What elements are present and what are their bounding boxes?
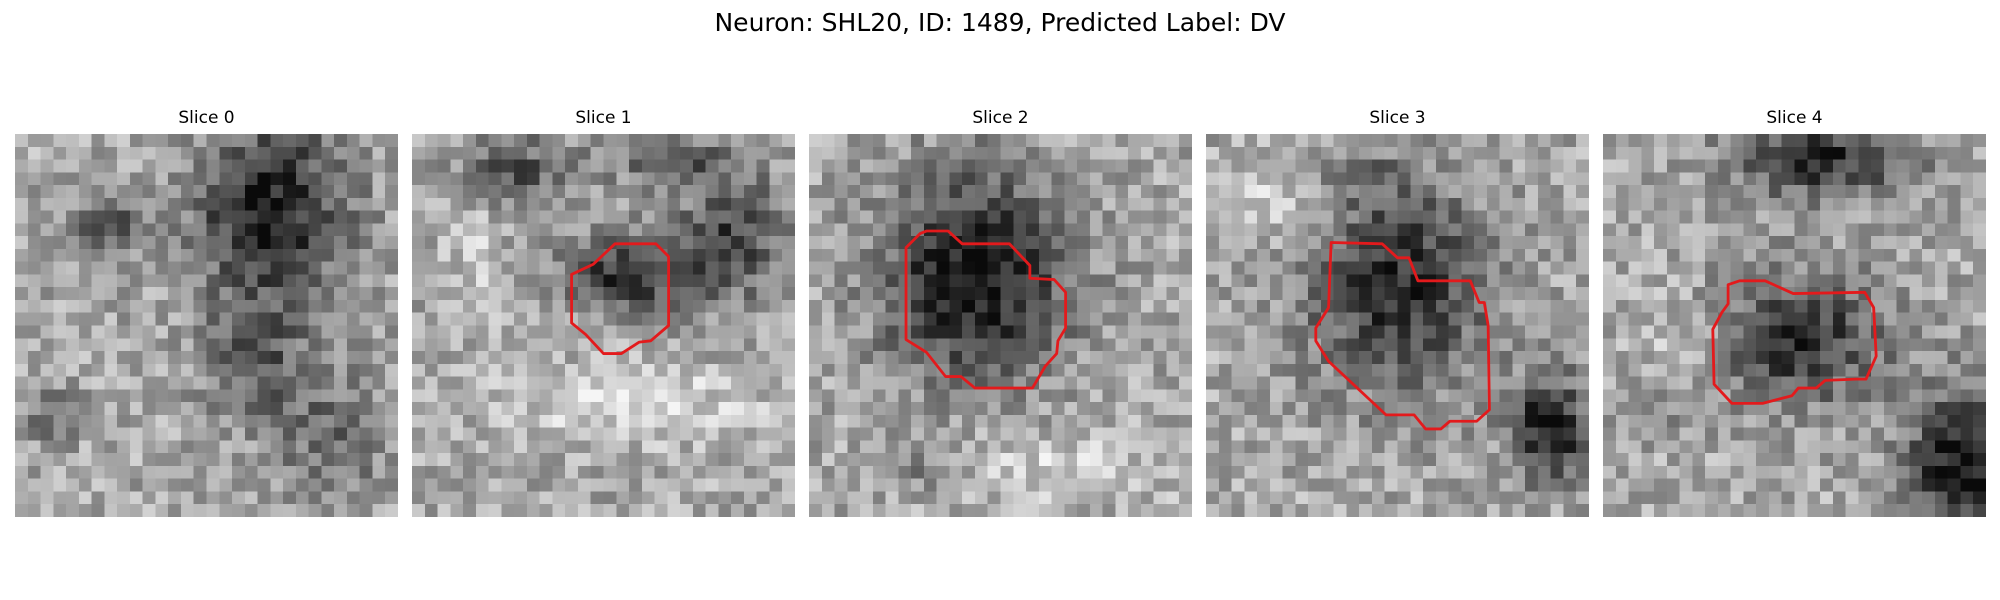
slice-title: Slice 1 [575, 108, 632, 128]
slice-panel-3: Slice 3 [1206, 107, 1589, 517]
slice-image-3 [1206, 134, 1589, 517]
slice-panel-2: Slice 2 [809, 107, 1192, 517]
roi-contour [570, 242, 671, 355]
slice-panel-0: Slice 0 [15, 107, 398, 517]
pixel-grid [1603, 134, 1986, 517]
slice-panel-1: Slice 1 [412, 107, 795, 517]
slice-title: Slice 2 [972, 108, 1029, 128]
slice-image-0 [15, 134, 398, 517]
figure-title: Neuron: SHL20, ID: 1489, Predicted Label… [714, 8, 1286, 37]
pixel-grid [809, 134, 1192, 517]
slice-title: Slice 4 [1766, 108, 1823, 128]
slice-title: Slice 3 [1369, 108, 1426, 128]
pixel-grid [15, 134, 398, 517]
slice-image-1 [412, 134, 795, 517]
slice-image-2 [809, 134, 1192, 517]
roi-contour [1314, 241, 1491, 431]
slice-panel-4: Slice 4 [1603, 107, 1986, 517]
pixel-grid [1206, 134, 1589, 517]
roi-contour [904, 229, 1068, 390]
slice-image-4 [1603, 134, 1986, 517]
roi-contour [1711, 279, 1878, 405]
pixel-grid [412, 134, 795, 517]
slice-title: Slice 0 [178, 108, 235, 128]
